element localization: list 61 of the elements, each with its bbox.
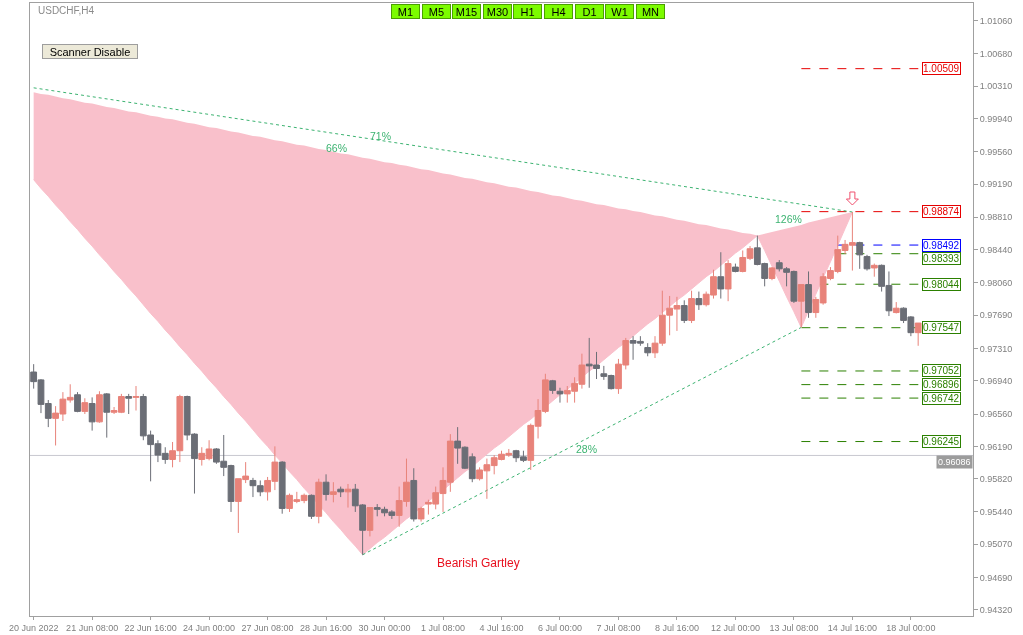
y-tick-label: 0.94320 [979, 605, 1013, 616]
x-tick-label: 6 Jul 00:00 [537, 622, 582, 633]
y-tick-label: 0.99940 [979, 113, 1013, 124]
ref-line-label: 0.97547 [923, 322, 960, 333]
annotation: H1 [520, 5, 535, 18]
chart-title: USDCHF,H4 [38, 4, 95, 16]
ref-line-label: 0.96896 [923, 379, 960, 390]
x-tick-label: 21 Jun 08:00 [66, 622, 119, 633]
annotation: 28% [576, 443, 598, 455]
x-tick-label: 7 Jul 08:00 [596, 622, 641, 633]
y-tick-label: 1.00680 [979, 48, 1013, 59]
annotation: 126% [775, 213, 802, 225]
annotation: W1 [611, 5, 628, 18]
y-tick-label: 0.96560 [979, 409, 1013, 420]
y-tick-label: 0.97690 [979, 310, 1013, 321]
ref-line-label: 0.98874 [923, 206, 960, 217]
x-tick-label: 4 Jul 16:00 [479, 622, 524, 633]
annotation: 66% [326, 142, 348, 154]
x-tick-label: 14 Jul 16:00 [827, 622, 877, 633]
y-tick-label: 0.95820 [979, 473, 1013, 484]
annotation: Scanner Disable [49, 45, 131, 58]
annotation: M30 [486, 5, 509, 18]
y-tick-label: 0.95070 [979, 539, 1013, 550]
ref-line-label: 0.96742 [923, 393, 960, 404]
annotation: M15 [455, 5, 478, 18]
y-tick-label: 0.95440 [979, 507, 1013, 518]
annotation: M1 [397, 5, 414, 18]
x-tick-label: 27 Jun 08:00 [241, 622, 294, 633]
x-tick-label: 24 Jun 00:00 [183, 622, 236, 633]
annotation: M5 [428, 5, 445, 18]
y-tick-label: 0.99560 [979, 146, 1013, 157]
y-tick-label: 0.96190 [979, 441, 1013, 452]
x-tick-label: 30 Jun 00:00 [358, 622, 411, 633]
ref-line-label: 0.98393 [923, 253, 960, 264]
x-tick-label: 20 Jun 2022 [8, 622, 59, 633]
annotation: D1 [582, 5, 597, 18]
y-tick-label: 1.01060 [979, 15, 1013, 26]
annotation: MN [641, 5, 660, 18]
y-tick-label: 0.98810 [979, 212, 1013, 223]
x-tick-label: 18 Jul 00:00 [886, 622, 936, 633]
annotation: 71% [370, 130, 392, 142]
y-tick-label: 0.99190 [979, 179, 1013, 190]
y-tick-label: 0.94690 [979, 572, 1013, 583]
y-tick-label: 1.00310 [979, 81, 1013, 92]
x-tick-label: 28 Jun 16:00 [300, 622, 353, 633]
ref-line-label: 0.96245 [923, 436, 960, 447]
ref-line-label: 0.98044 [923, 279, 960, 290]
y-tick-label: 0.98060 [979, 277, 1013, 288]
annotation: Bearish Gartley [437, 556, 520, 570]
x-tick-label: 8 Jul 16:00 [654, 622, 699, 633]
annotation: H4 [551, 5, 566, 18]
ref-line-label: 0.97052 [923, 365, 960, 376]
x-tick-label: 12 Jul 00:00 [710, 622, 760, 633]
x-tick-label: 1 Jul 08:00 [421, 622, 466, 633]
ref-line-label: 0.98492 [923, 240, 960, 251]
x-tick-label: 22 Jun 16:00 [124, 622, 177, 633]
y-tick-label: 0.97310 [979, 343, 1013, 354]
x-tick-label: 13 Jul 08:00 [769, 622, 819, 633]
y-tick-label: 0.96940 [979, 375, 1013, 386]
ref-line-label: 0.96086 [938, 457, 971, 467]
y-tick-label: 0.98440 [979, 244, 1013, 255]
